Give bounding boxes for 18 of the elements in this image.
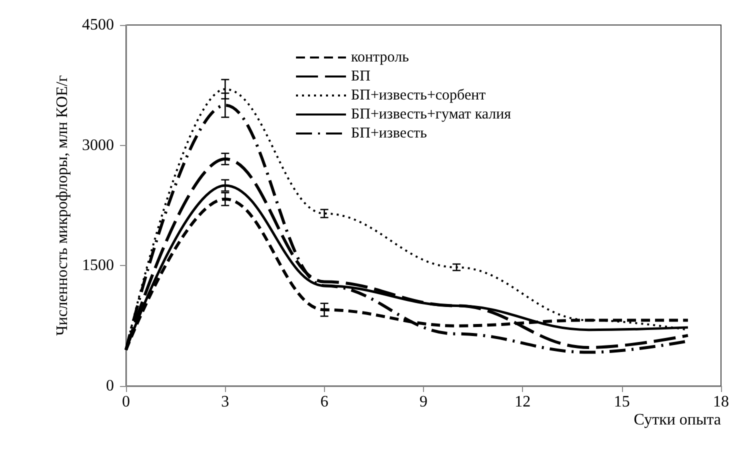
legend-label: БП+известь+гумат калия [351,106,512,122]
legend-label: БП+известь [351,126,428,142]
y-tick-label: 3000 [82,136,114,154]
legend-label: БП [351,68,371,84]
x-tick-label: 15 [614,394,630,410]
x-axis-title: Сутки опыта [634,412,721,428]
x-tick-label: 9 [420,394,428,410]
y-tick-label: 4500 [82,16,114,34]
x-tick-label: 12 [514,394,531,410]
y-tick-label: 0 [106,378,114,394]
x-tick-label: 0 [122,394,130,410]
x-tick-label: 6 [320,394,328,410]
x-tick-label: 3 [221,394,230,410]
y-axis-title: Численность микрофлоры, млн КОЕ/г [54,74,72,336]
legend-label: БП+известь+сорбент [351,88,486,104]
x-tick-label: 18 [713,394,729,410]
legend-label: контроль [351,50,410,66]
y-tick-label: 1500 [82,257,114,274]
